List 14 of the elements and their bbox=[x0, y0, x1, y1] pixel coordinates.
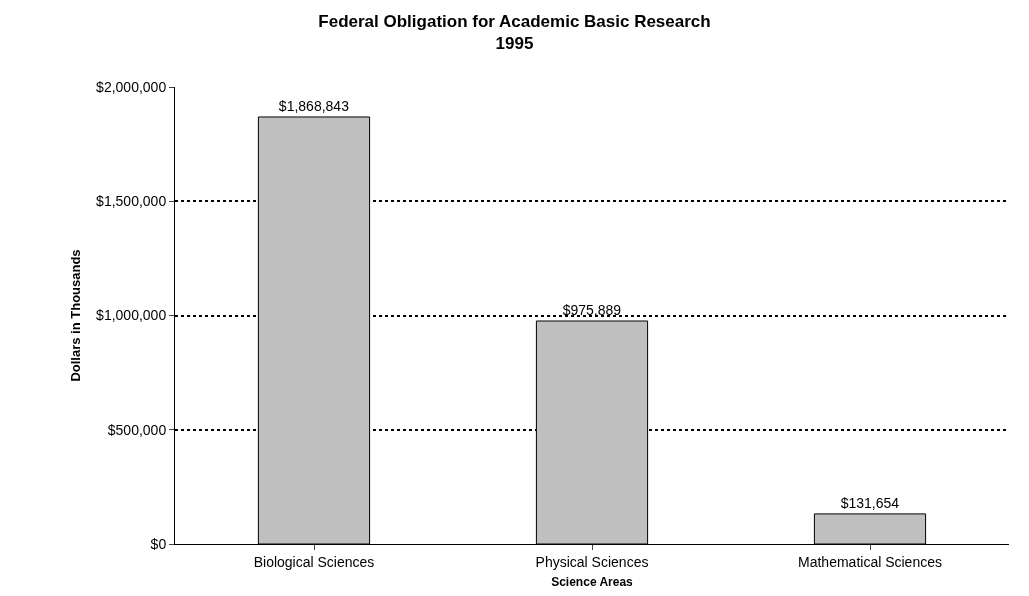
y-tick-label: $1,000,000 bbox=[96, 307, 167, 324]
y-tick-label: $2,000,000 bbox=[96, 78, 167, 95]
data-label: $131,654 bbox=[840, 494, 900, 511]
data-label: $975,889 bbox=[562, 302, 622, 319]
x-tick-label: Mathematical Sciences bbox=[798, 553, 942, 570]
y-tick-label: $0 bbox=[150, 535, 167, 552]
x-tick-label: Biological Sciences bbox=[253, 553, 375, 570]
chart-title: Federal Obligation for Academic Basic Research 1995 bbox=[318, 11, 711, 53]
x-axis-title: Science Areas bbox=[551, 574, 634, 589]
y-axis-title: Dollars in Thousands bbox=[68, 249, 84, 382]
x-tick-label: Physical Sciences bbox=[535, 553, 649, 570]
y-tick-label: $500,000 bbox=[107, 421, 167, 438]
data-label: $1,868,843 bbox=[278, 97, 350, 114]
y-tick-label: $1,500,000 bbox=[96, 193, 167, 210]
